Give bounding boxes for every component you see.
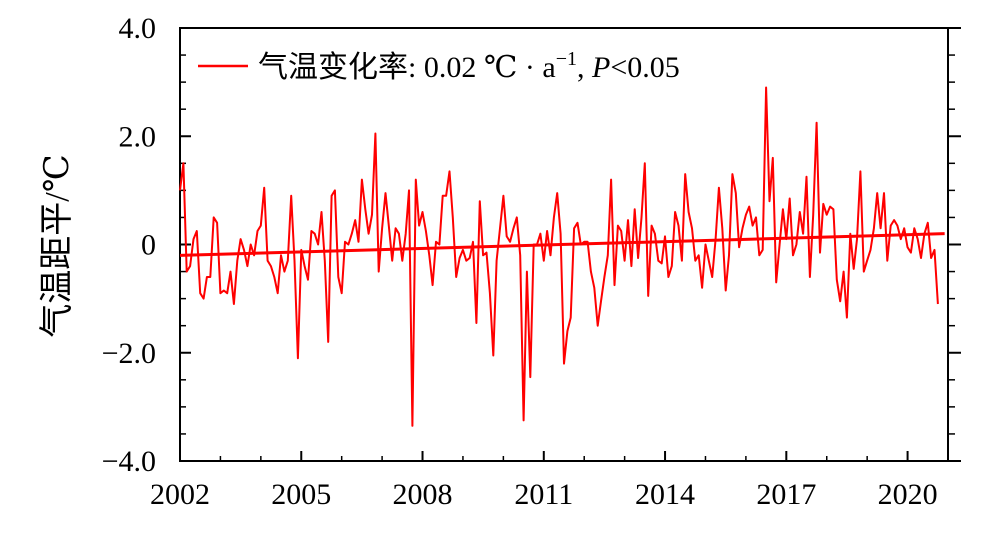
y-tick-label: −4.0 <box>102 445 156 478</box>
trend-line <box>179 232 945 257</box>
y-tick-label: 2.0 <box>119 120 157 153</box>
legend-text: 气温变化率: 0.02 ℃ · a−1, P<0.05 <box>258 48 680 84</box>
legend-p-symbol: P <box>591 51 610 84</box>
x-tick-label: 2005 <box>271 478 331 511</box>
x-tick-label: 2008 <box>393 478 453 511</box>
series-layer <box>179 86 945 427</box>
y-tick-label: 0 <box>141 229 156 262</box>
ticks-layer: 2002 2005 2008 2011 2014 2017 2020 −4.0 −2.0 0 2.0… <box>102 12 961 511</box>
y-tick-label: −2.0 <box>102 337 156 370</box>
temperature-anomaly-line <box>179 86 939 427</box>
y-tick-label: 4.0 <box>119 12 157 45</box>
legend-rate: : 0.02 ℃ · a <box>408 51 556 84</box>
x-tick-label: 2014 <box>635 478 695 511</box>
y-axis-label: 气温距平/℃ <box>38 154 76 337</box>
legend-p-condition: <0.05 <box>610 51 679 84</box>
x-tick-label: 2011 <box>514 478 573 511</box>
x-tick-label: 2017 <box>756 478 816 511</box>
legend-label: 气温变化率 <box>258 51 408 84</box>
x-tick-label: 2020 <box>878 478 938 511</box>
legend-rate-exponent: −1 <box>556 48 577 70</box>
legend: 气温变化率: 0.02 ℃ · a−1, P<0.05 <box>198 48 680 84</box>
x-tick-label: 2002 <box>150 478 210 511</box>
legend-separator: , <box>577 51 592 84</box>
